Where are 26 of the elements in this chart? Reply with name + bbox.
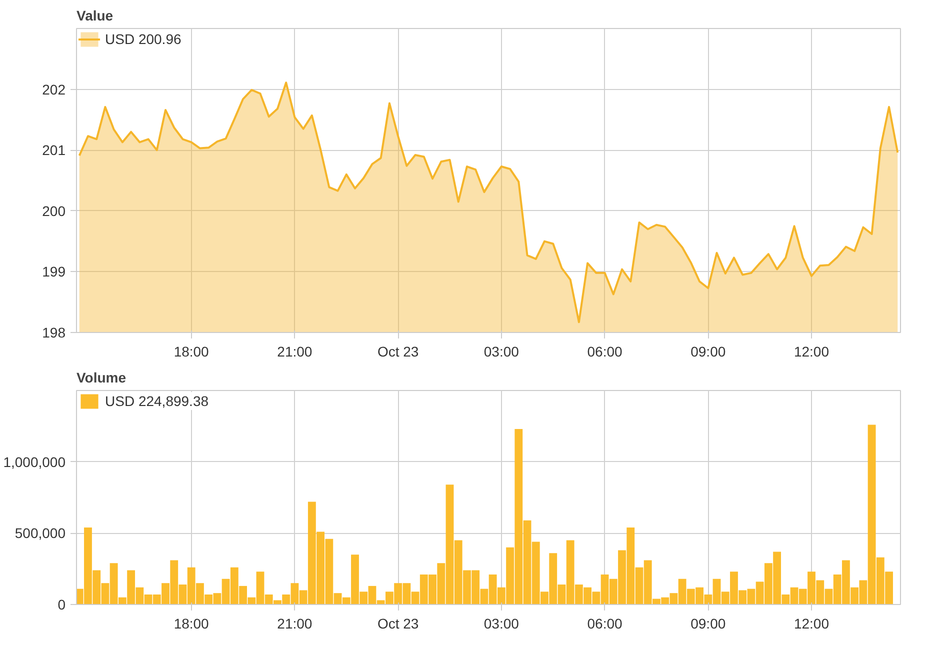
y-tick-label: 0 [58, 596, 66, 612]
legend-label: USD 224,899.38 [105, 393, 209, 409]
y-tick-label: 201 [42, 142, 66, 158]
x-tick-label: 03:00 [484, 616, 520, 632]
y-tick-label: 200 [42, 202, 66, 219]
x-tick-label: 12:00 [794, 344, 830, 360]
legend-label: USD 200.96 [105, 31, 182, 47]
y-tick-label: 202 [42, 81, 66, 98]
chart-title: Volume [76, 370, 126, 386]
chart-title: Value [76, 8, 114, 24]
x-tick-label: 03:00 [484, 344, 520, 360]
x-tick-label: 06:00 [587, 344, 623, 360]
y-tick-label: 500,000 [14, 525, 66, 542]
x-tick-label: Oct 23 [377, 616, 419, 632]
x-tick-label: 06:00 [587, 616, 623, 632]
x-tick-label: 21:00 [277, 344, 312, 360]
x-tick-label: 09:00 [690, 616, 726, 632]
x-tick-label: 21:00 [277, 616, 312, 632]
y-tick-label: 198 [42, 324, 66, 340]
x-tick-label: 12:00 [794, 616, 830, 632]
y-tick-label: 199 [42, 264, 66, 280]
y-tick-label: 1,000,000 [3, 454, 66, 470]
x-tick-label: 09:00 [690, 344, 726, 360]
x-tick-label: 18:00 [174, 616, 210, 632]
x-tick-label: Oct 23 [377, 344, 419, 360]
x-tick-label: 18:00 [174, 344, 210, 360]
